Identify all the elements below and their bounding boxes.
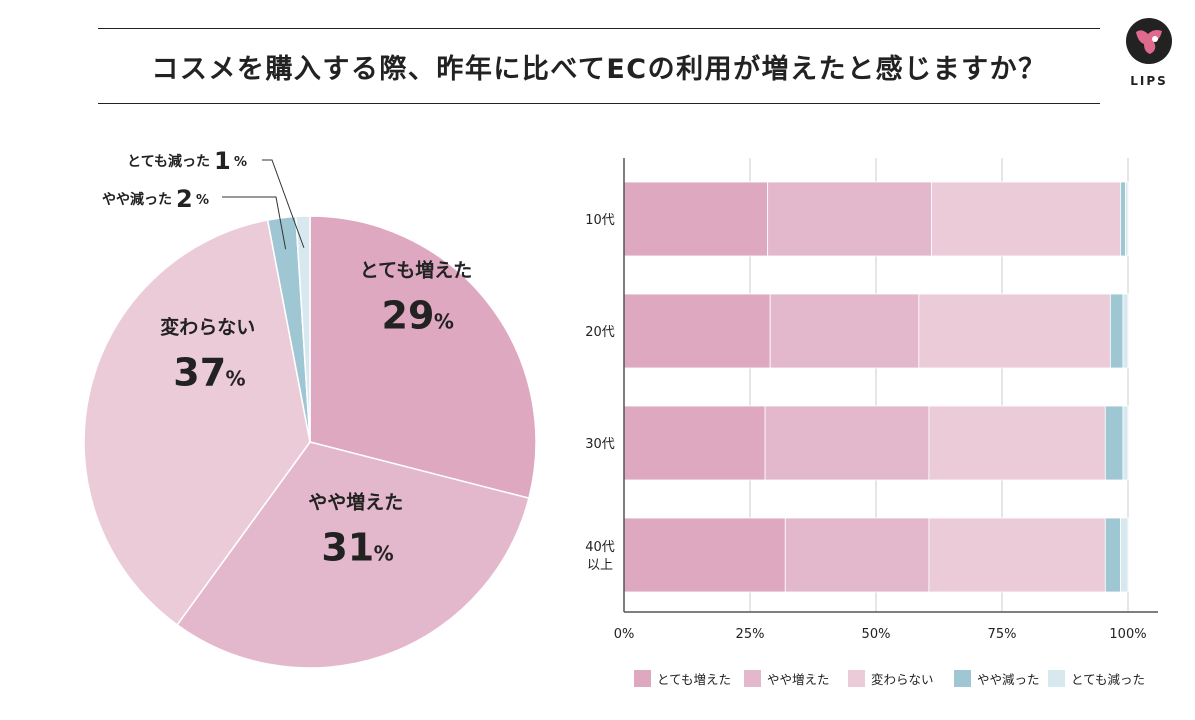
bar-category-label-4-1: 40代: [585, 540, 615, 555]
pie-label-value-2: 31: [321, 526, 374, 570]
bar-segment-1-1: [623, 181, 769, 257]
bar-segment-3-5: [1122, 405, 1129, 481]
pie-outside-category-5: とても減った: [127, 153, 210, 170]
pie-outside-unit-4: %: [196, 193, 209, 208]
bar-xtick-label-3: 50%: [862, 627, 891, 642]
bar-category-label-4-2: 以上: [587, 558, 613, 573]
pie-outside-unit-5: %: [234, 155, 247, 170]
chart-title: コスメを購入する際、昨年に比べてECの利用が増えたと感じますか？: [151, 53, 1047, 85]
legend-label-1: とても増えた: [657, 672, 731, 687]
pie-slice-5: [295, 215, 311, 443]
legend-swatch-4: [954, 670, 971, 687]
pie-label-unit-2: %: [374, 542, 394, 566]
bar-segment-2-1: [623, 293, 771, 369]
bar-segment-2-4: [1109, 293, 1124, 369]
pie-label-value-1: 29: [382, 293, 435, 337]
bar-segment-4-3: [928, 517, 1106, 593]
bar-xtick-label-1: 0%: [614, 627, 635, 642]
pie-label-unit-1: %: [434, 309, 454, 333]
logo-text: LIPS: [1130, 74, 1168, 88]
bar-category-label-2-1: 20代: [585, 325, 615, 340]
legend-swatch-2: [744, 670, 761, 687]
bar-category-label-3-1: 30代: [585, 437, 615, 452]
bar-segment-1-4: [1120, 181, 1126, 257]
legend-swatch-5: [1048, 670, 1065, 687]
pie-slice-1: [309, 215, 537, 500]
pie-label-unit-3: %: [226, 366, 246, 390]
pie-label-category-1: とても増えた: [360, 258, 472, 281]
bar-xtick-label-2: 25%: [736, 627, 765, 642]
bar-segment-2-2: [769, 293, 920, 369]
bar-segment-1-5: [1125, 181, 1129, 257]
legend-swatch-1: [634, 670, 651, 687]
pie-outside-category-4: やや減った: [102, 191, 172, 208]
lips-logo: LIPS: [1124, 16, 1174, 88]
bar-segment-1-2: [767, 181, 932, 257]
bar-segment-4-4: [1104, 517, 1121, 593]
bar-xtick-label-4: 75%: [988, 627, 1017, 642]
bar-segment-4-1: [623, 517, 786, 593]
logo-icon: [1126, 18, 1172, 64]
bar-segment-3-1: [623, 405, 766, 481]
legend-label-2: やや増えた: [767, 672, 830, 687]
title-box: コスメを購入する際、昨年に比べてECの利用が増えたと感じますか？: [98, 28, 1100, 104]
pie-slice-3: [83, 219, 311, 626]
pie-outside-value-5: 1: [214, 147, 231, 175]
pie-outside-value-4: 2: [176, 185, 193, 213]
legend-swatch-3: [848, 670, 865, 687]
bar-segment-2-5: [1122, 293, 1129, 369]
pie-leader-line-5: [262, 159, 305, 248]
legend-label-5: とても減った: [1071, 672, 1145, 687]
bar-segment-3-3: [928, 405, 1106, 481]
pie-chart: とても増えた 29 % やや増えた 31 % 変わらない 37 % やや減った 2 % とても減った 1%: [83, 147, 537, 669]
bar-segment-3-4: [1104, 405, 1124, 481]
bar-category-label-1-1: 10代: [585, 213, 615, 228]
bar-segment-4-2: [784, 517, 930, 593]
pie-leader-line-4: [222, 196, 287, 250]
pie-label-value-3: 37: [173, 350, 226, 394]
legend-label-3: 変わらない: [871, 672, 934, 687]
bar-segment-3-2: [764, 405, 930, 481]
bar-segment-2-3: [918, 293, 1111, 369]
pie-slice-2: [176, 441, 530, 669]
pie-label-category-2: やや増えた: [308, 491, 403, 514]
pie-label-category-3: 変わらない: [160, 315, 255, 338]
bar-segment-1-3: [931, 181, 1121, 257]
legend-label-4: やや減った: [977, 672, 1040, 687]
bar-segment-4-5: [1120, 517, 1129, 593]
bar-xtick-label-5: 100%: [1109, 627, 1146, 642]
